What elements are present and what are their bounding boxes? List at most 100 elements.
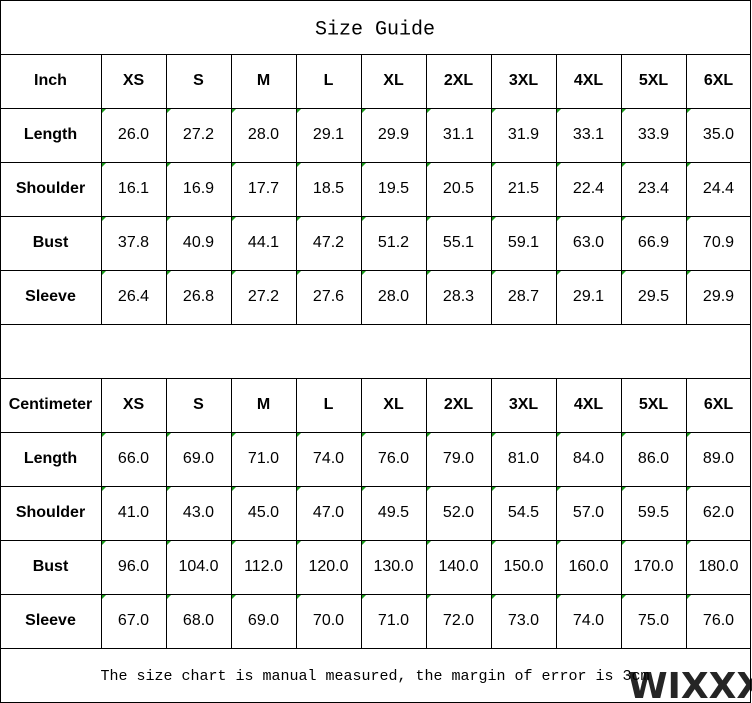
cell-value: 47.2 xyxy=(313,234,344,251)
cell-corner xyxy=(102,271,106,275)
header-cell: 4XL xyxy=(574,396,604,413)
cell-value: 71.0 xyxy=(248,450,279,467)
cell-value: 16.9 xyxy=(183,180,214,197)
cell-value: 66.9 xyxy=(638,234,669,251)
header-cell: 5XL xyxy=(639,72,669,89)
cell-corner xyxy=(232,433,236,437)
cell-value: 76.0 xyxy=(703,612,734,629)
cell-value: 67.0 xyxy=(118,612,149,629)
cell-value: 75.0 xyxy=(638,612,669,629)
cell-value: 84.0 xyxy=(573,450,604,467)
cell-corner xyxy=(232,595,236,599)
cell-corner xyxy=(622,487,626,491)
cell-value: 150.0 xyxy=(503,558,543,575)
cell-value: 170.0 xyxy=(633,558,673,575)
cell-value: 16.1 xyxy=(118,180,149,197)
header-cell: 4XL xyxy=(574,72,604,89)
cell-value: 130.0 xyxy=(373,558,413,575)
cell-corner xyxy=(557,595,561,599)
cell-value: 51.2 xyxy=(378,234,409,251)
cell-corner xyxy=(167,217,171,221)
cell-value: 72.0 xyxy=(443,612,474,629)
header-cell: 6XL xyxy=(704,72,734,89)
cell-corner xyxy=(362,163,366,167)
row-label: Shoulder xyxy=(16,180,85,197)
cell-value: 57.0 xyxy=(573,504,604,521)
cell-value: 104.0 xyxy=(178,558,218,575)
cell-value: 81.0 xyxy=(508,450,539,467)
cell-value: 27.2 xyxy=(183,126,214,143)
cell-corner xyxy=(232,541,236,545)
cell-corner xyxy=(492,487,496,491)
cell-value: 71.0 xyxy=(378,612,409,629)
cell-corner xyxy=(297,109,301,113)
cell-corner xyxy=(687,109,691,113)
cell-corner xyxy=(232,271,236,275)
cell-value: 28.3 xyxy=(443,288,474,305)
cell-value: 28.0 xyxy=(248,126,279,143)
cell-corner xyxy=(622,109,626,113)
title: Size Guide xyxy=(315,18,435,41)
cell-corner xyxy=(427,595,431,599)
cell-corner xyxy=(622,163,626,167)
cell-value: 66.0 xyxy=(118,450,149,467)
header-cell: Inch xyxy=(34,72,67,89)
cell-corner xyxy=(102,541,106,545)
cell-value: 55.1 xyxy=(443,234,474,251)
cell-value: 29.1 xyxy=(313,126,344,143)
cell-value: 29.1 xyxy=(573,288,604,305)
cell-corner xyxy=(362,109,366,113)
cell-corner xyxy=(167,487,171,491)
cell-value: 29.9 xyxy=(703,288,734,305)
cell-value: 23.4 xyxy=(638,180,669,197)
cell-corner xyxy=(622,595,626,599)
cell-value: 19.5 xyxy=(378,180,409,197)
cell-corner xyxy=(492,595,496,599)
cell-value: 160.0 xyxy=(568,558,608,575)
header-cell: XS xyxy=(123,396,145,413)
cell-value: 29.9 xyxy=(378,126,409,143)
cell-corner xyxy=(167,163,171,167)
cell-corner xyxy=(167,433,171,437)
header-cell: XL xyxy=(383,72,404,89)
header-cell: M xyxy=(257,396,270,413)
cell-value: 27.6 xyxy=(313,288,344,305)
cell-corner xyxy=(232,163,236,167)
cell-corner xyxy=(297,541,301,545)
cell-corner xyxy=(557,217,561,221)
cell-value: 44.1 xyxy=(248,234,279,251)
cell-corner xyxy=(427,271,431,275)
cell-corner xyxy=(492,433,496,437)
cell-corner xyxy=(557,487,561,491)
row-label: Length xyxy=(24,450,77,467)
row-label: Length xyxy=(24,126,77,143)
cell-value: 26.8 xyxy=(183,288,214,305)
cell-corner xyxy=(297,487,301,491)
header-cell: S xyxy=(193,396,204,413)
row-label: Bust xyxy=(33,234,69,251)
cell-value: 17.7 xyxy=(248,180,279,197)
cell-value: 43.0 xyxy=(183,504,214,521)
header-cell: 6XL xyxy=(704,396,734,413)
cell-value: 79.0 xyxy=(443,450,474,467)
cell-corner xyxy=(232,487,236,491)
cell-value: 54.5 xyxy=(508,504,539,521)
cell-value: 31.9 xyxy=(508,126,539,143)
cell-corner xyxy=(427,109,431,113)
cell-value: 89.0 xyxy=(703,450,734,467)
cell-value: 20.5 xyxy=(443,180,474,197)
cell-value: 59.5 xyxy=(638,504,669,521)
header-cell: 3XL xyxy=(509,72,539,89)
cell-value: 33.1 xyxy=(573,126,604,143)
cell-corner xyxy=(167,595,171,599)
cell-corner xyxy=(362,541,366,545)
cell-corner xyxy=(297,595,301,599)
cell-corner xyxy=(297,433,301,437)
cell-value: 26.0 xyxy=(118,126,149,143)
cell-corner xyxy=(687,433,691,437)
cell-corner xyxy=(427,433,431,437)
header-cell: 5XL xyxy=(639,396,669,413)
cell-value: 31.1 xyxy=(443,126,474,143)
